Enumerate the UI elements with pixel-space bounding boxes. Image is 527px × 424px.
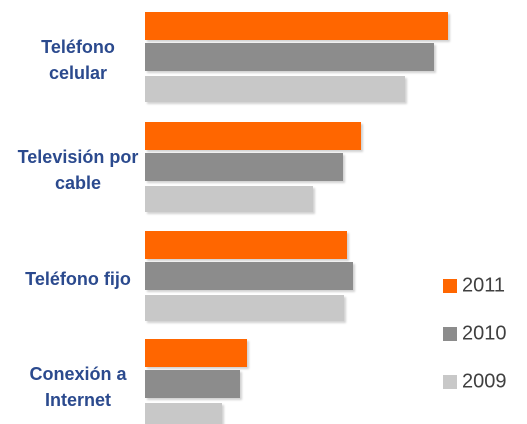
category-label: Teléfono fijo [25,269,131,289]
legend-swatch [443,327,457,341]
bar [145,153,343,181]
bar [145,76,405,102]
category-label: Conexión a Internet [29,364,127,410]
legend-label: 2009 [462,370,507,393]
legend-swatch [443,375,457,389]
legend-swatch [443,279,457,293]
bar [145,262,353,290]
bar [145,122,361,150]
category-label: Televisión por cable [17,147,139,193]
bar [145,339,247,367]
category-label: Teléfono celular [41,37,115,83]
bar [145,403,222,424]
bar [145,186,313,212]
bar [145,231,347,259]
bar [145,43,434,71]
legend-label: 2011 [462,274,506,297]
legend-label: 2010 [462,322,507,345]
bar [145,12,448,40]
bar [145,370,240,398]
bar [145,295,344,321]
